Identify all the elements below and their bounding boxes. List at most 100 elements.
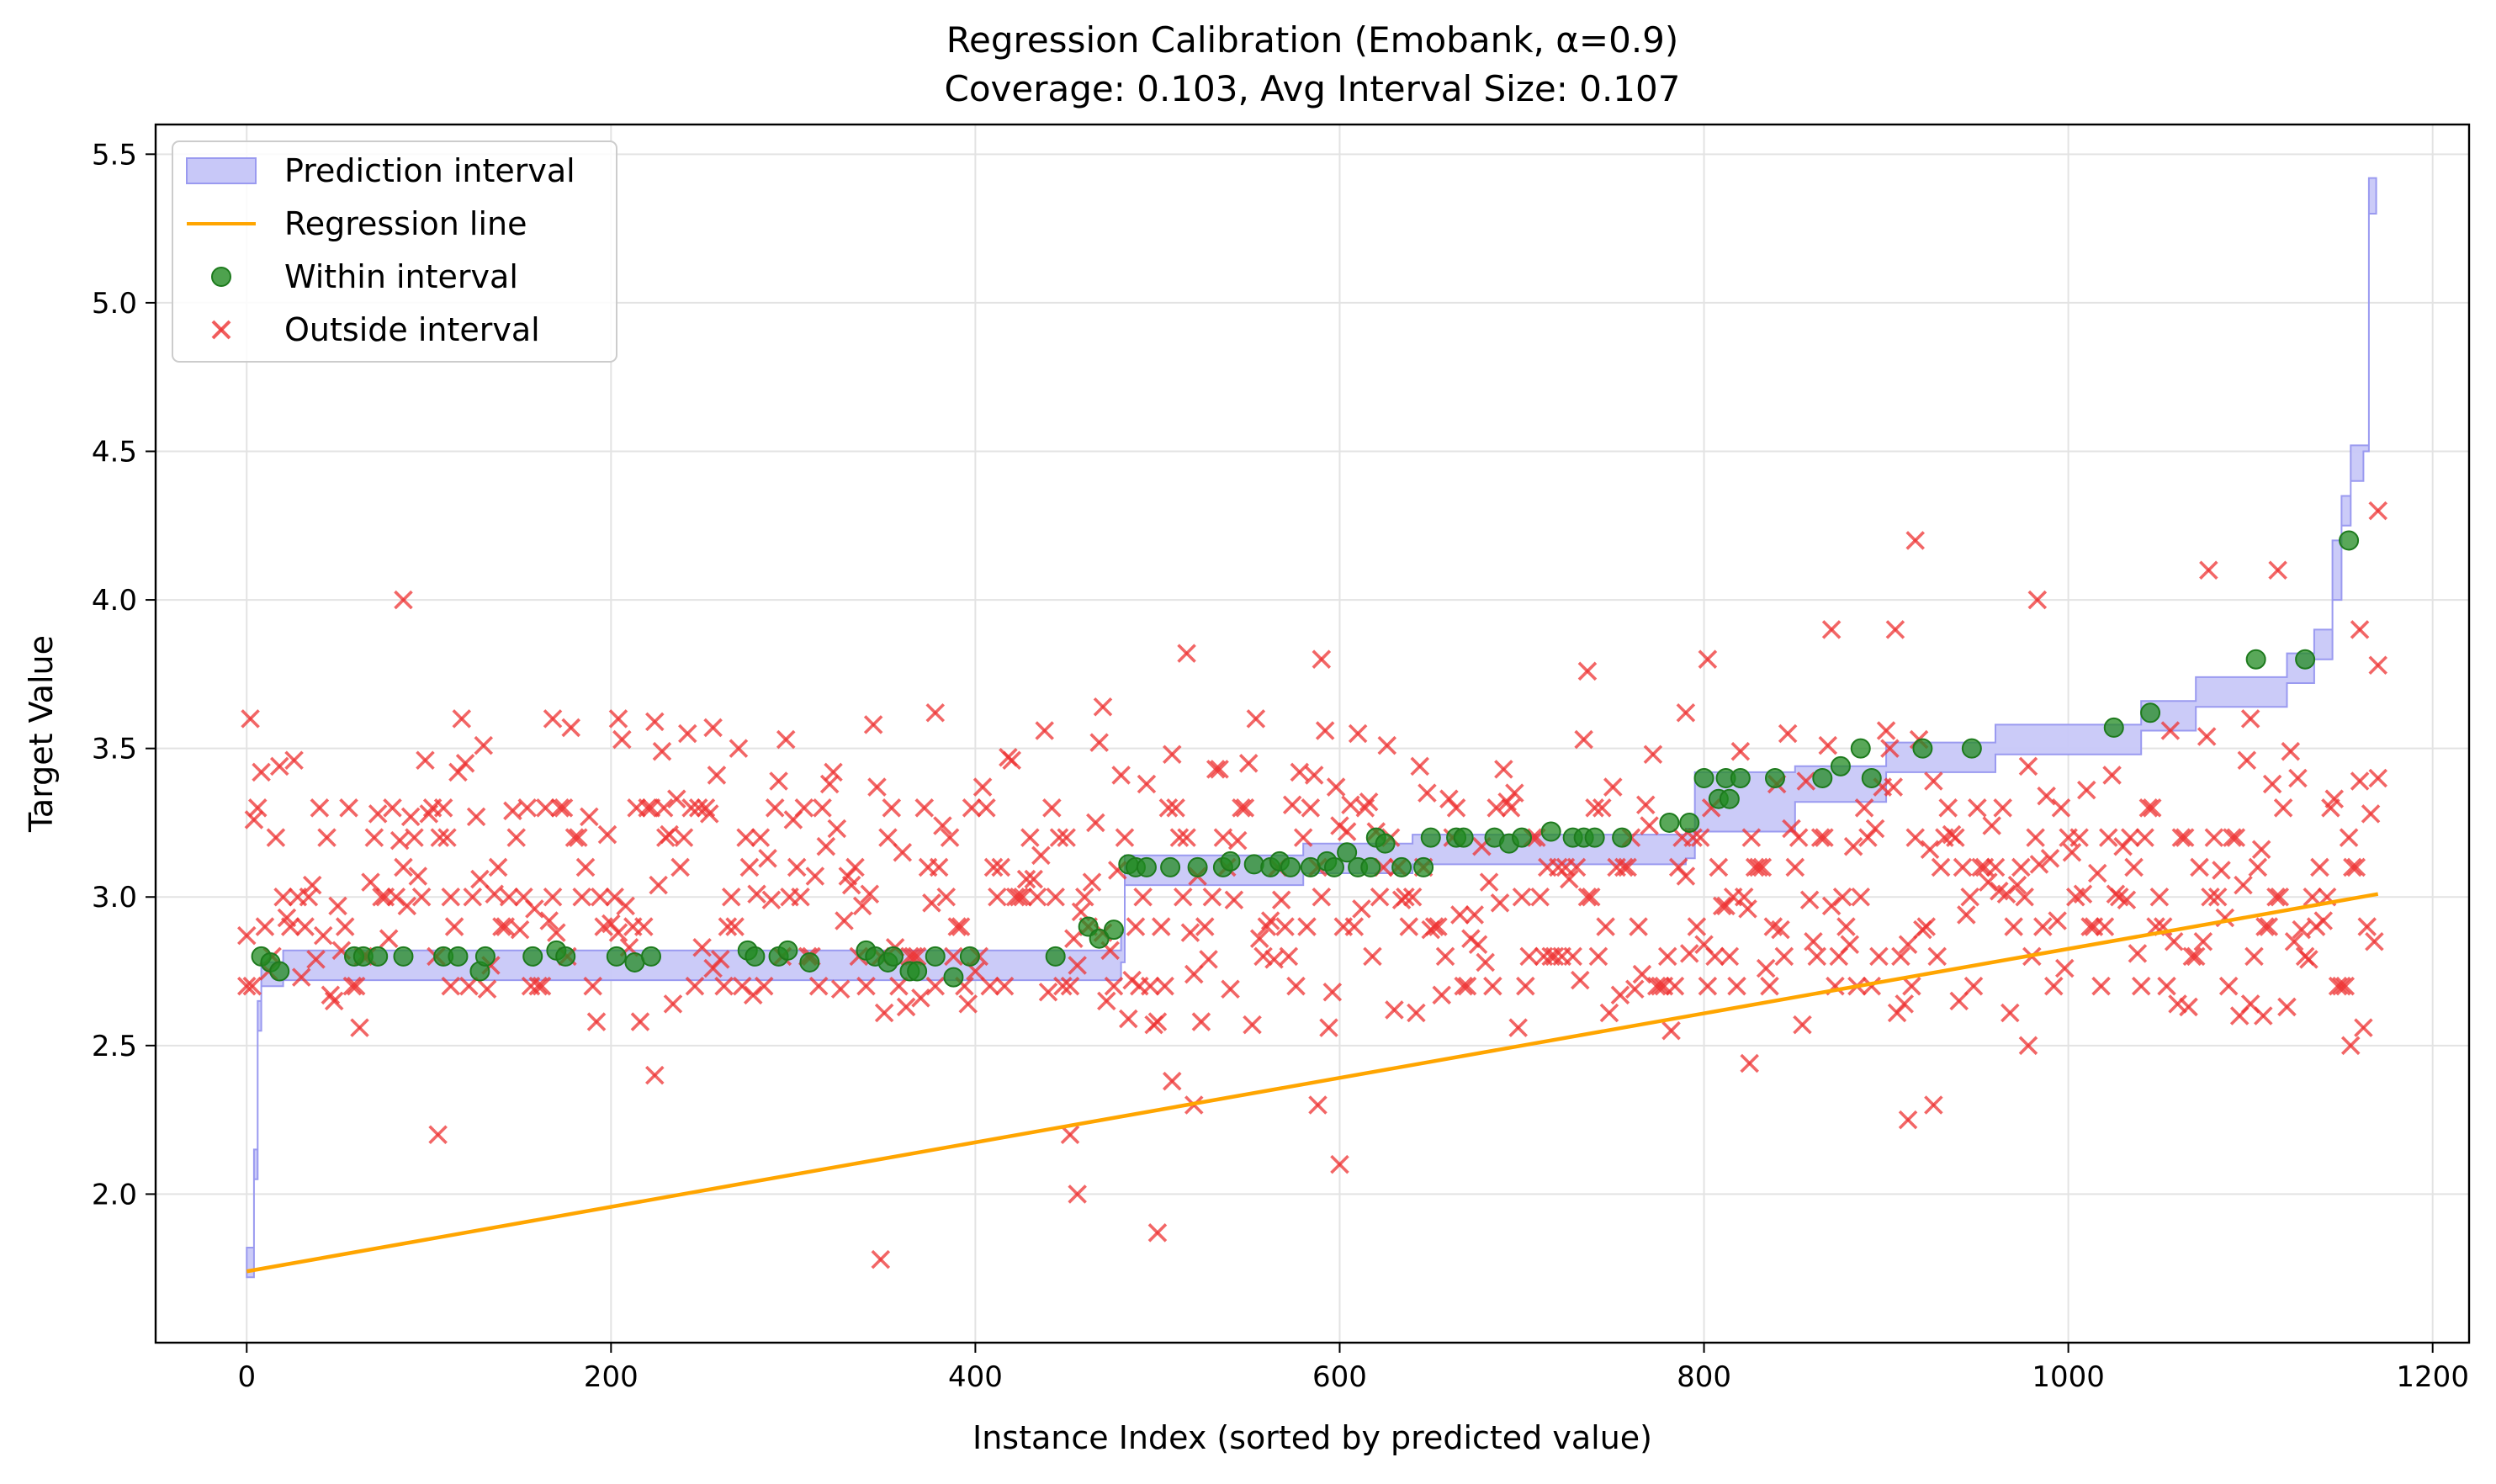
outside-point <box>1162 1071 1182 1091</box>
outside-point <box>1920 840 1940 860</box>
outside-point <box>2204 828 2224 847</box>
outside-point <box>2328 976 2348 996</box>
chart-subtitle: Coverage: 0.103, Avg Interval Size: 0.10… <box>945 68 1681 109</box>
outside-point <box>1884 777 1904 797</box>
outside-point <box>2102 766 2122 785</box>
x-tick-label: 600 <box>1312 1360 1367 1394</box>
outside-point <box>470 869 490 889</box>
outside-point <box>1698 649 1718 669</box>
outside-point <box>2037 786 2056 806</box>
outside-point <box>1293 828 1313 847</box>
outside-point <box>1016 869 1036 889</box>
outside-point <box>313 925 333 946</box>
outside-point <box>933 816 952 835</box>
within-point <box>799 951 820 973</box>
outside-point <box>1191 1012 1211 1031</box>
outside-point <box>383 798 402 818</box>
outside-point <box>1916 917 1936 936</box>
outside-point <box>2339 828 2359 847</box>
outside-point <box>1418 783 1437 803</box>
within-point <box>1187 856 1208 877</box>
outside-point <box>2346 857 2366 877</box>
within-point <box>1103 920 1124 941</box>
outside-point <box>689 798 708 818</box>
outside-point <box>830 979 851 999</box>
y-axis-label: Target Value <box>23 635 60 833</box>
outside-point <box>2299 950 2318 969</box>
outside-point <box>1778 723 1798 744</box>
outside-point <box>2018 1036 2038 1056</box>
within-point <box>1961 738 1982 759</box>
outside-point <box>2160 721 2181 740</box>
outside-point <box>1494 760 1513 779</box>
outside-point <box>2240 709 2260 729</box>
within-point <box>1420 827 1441 848</box>
outside-point <box>1741 828 1762 847</box>
outside-point <box>2368 768 2388 788</box>
outside-point <box>2368 501 2388 521</box>
outside-point <box>1793 1015 1812 1035</box>
outside-point <box>608 709 628 729</box>
outside-point <box>1588 946 1608 967</box>
legend-label-outside: Outside interval <box>284 311 540 348</box>
outside-point <box>1068 1185 1087 1204</box>
outside-point <box>1002 750 1021 771</box>
outside-point <box>1880 739 1900 758</box>
outside-point <box>878 828 898 847</box>
outside-point <box>2332 976 2351 996</box>
outside-point <box>1690 828 1710 847</box>
outside-point <box>525 899 544 919</box>
plot-frame <box>154 123 2471 1344</box>
outside-point <box>1137 774 1157 794</box>
outside-point <box>1905 531 1926 550</box>
outside-point <box>346 976 366 996</box>
outside-point <box>1279 946 1299 967</box>
within-point <box>2295 649 2316 670</box>
outside-point <box>710 950 730 969</box>
outside-point <box>485 884 505 904</box>
prediction-interval-area <box>246 177 2377 1279</box>
outside-point <box>1290 762 1310 782</box>
outside-point <box>1341 795 1360 815</box>
prediction-interval-band <box>246 177 2377 1279</box>
outside-point <box>575 857 596 877</box>
outside-point <box>1086 813 1105 833</box>
outside-point <box>2007 875 2027 895</box>
outside-point <box>1337 822 1357 841</box>
outside-point <box>699 804 719 824</box>
outside-point <box>1993 798 2012 818</box>
outside-point <box>776 729 796 750</box>
outside-point <box>433 798 453 818</box>
outside-point <box>2138 798 2159 818</box>
outside-point <box>1490 893 1510 913</box>
within-point <box>1730 767 1751 788</box>
within-point <box>393 946 414 967</box>
outside-point <box>1902 976 1921 996</box>
outside-point <box>1774 946 1794 967</box>
within-point <box>1243 854 1264 875</box>
outside-point <box>1931 857 1951 877</box>
outside-point <box>554 798 574 818</box>
outside-point <box>874 1003 894 1023</box>
outside-point <box>1180 923 1200 942</box>
outside-point <box>1560 869 1579 889</box>
outside-point <box>2164 931 2184 951</box>
outside-point <box>236 976 257 996</box>
outside-point <box>1315 721 1335 740</box>
y-tick-label: 4.5 <box>92 435 137 469</box>
outside-point <box>2310 857 2329 877</box>
outside-point <box>2335 976 2356 996</box>
outside-point <box>324 991 344 1011</box>
within-point <box>1679 812 1700 833</box>
outside-point <box>1410 756 1430 776</box>
outside-point <box>1249 929 1269 948</box>
outside-point <box>1399 917 1419 936</box>
outside-point <box>750 828 771 847</box>
outside-point <box>2015 887 2034 907</box>
outside-point <box>2048 911 2067 930</box>
outside-point <box>328 896 347 916</box>
outside-point <box>405 828 424 847</box>
legend-label-regression: Regression line <box>284 205 527 242</box>
outside-point <box>284 750 304 771</box>
outside-point <box>980 976 1000 996</box>
